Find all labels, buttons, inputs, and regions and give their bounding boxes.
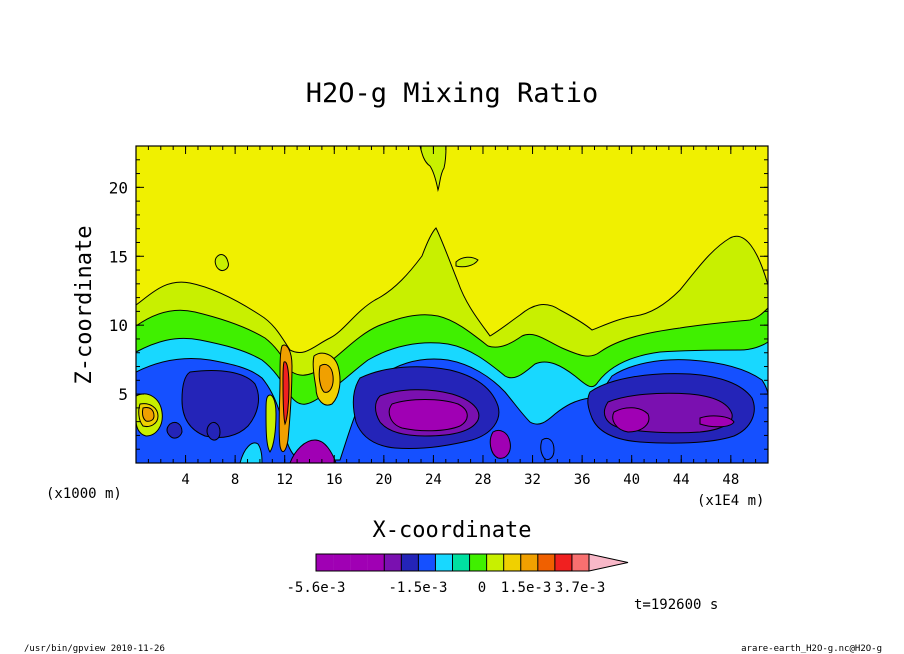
y-tick-label: 15 [109, 247, 128, 266]
colorbar-bin [435, 554, 453, 571]
colorbar-extend-arrow [588, 553, 629, 572]
x-tick-label: 48 [722, 472, 739, 488]
colorbar-bin [401, 554, 419, 571]
footer-left: /usr/bin/gpview 2010-11-26 [24, 644, 165, 654]
x-tick-label: 28 [475, 472, 492, 488]
x-tick-label: 32 [524, 472, 541, 488]
colorbar-tick-label: 3.7e-3 [555, 580, 606, 596]
colorbar-bin [486, 554, 504, 571]
contour-surface-band [289, 439, 337, 463]
plot-frame [135, 145, 769, 464]
contour-band-purple [388, 399, 735, 459]
x-tick-label: 8 [231, 472, 239, 488]
chart-title: H2O-g Mixing Ratio [306, 78, 599, 109]
colorbar-bin [316, 554, 334, 571]
x-tick-label: 36 [574, 472, 591, 488]
colorbar-bin [418, 554, 436, 571]
contour-plume-mid-inner [318, 363, 334, 393]
colorbar-tick-label: 0 [478, 580, 486, 596]
colorbar-tick-label: -1.5e-3 [388, 580, 447, 596]
x-tick-label: 12 [276, 472, 293, 488]
colorbar-bin [554, 554, 573, 571]
x-tick-label: 44 [673, 472, 690, 488]
x-axis-label: X-coordinate [373, 518, 532, 543]
y-tick-label: 20 [109, 178, 128, 197]
contour-upper-patch-2 [455, 256, 479, 268]
contour-top-patch [419, 146, 447, 192]
colorbar-bin [469, 554, 487, 571]
contour-lower-patch-2 [166, 421, 183, 439]
x-unit-right: (x1E4 m) [697, 493, 764, 509]
footer-right: arare-earth_H2O-g.nc@H2O-g [741, 644, 882, 654]
contour-core-left-center [141, 407, 155, 422]
colorbar-bin [520, 554, 539, 571]
contour-plume-narrow-2 [265, 394, 277, 453]
x-tick-label: 24 [425, 472, 442, 488]
contour-lower-patch-1 [206, 421, 221, 441]
y-tick-label: 10 [109, 316, 128, 335]
colorbar-bin [571, 554, 590, 571]
colorbar-bin [503, 554, 521, 571]
x-tick-label: 16 [326, 472, 343, 488]
x-tick-label: 40 [623, 472, 640, 488]
colorbar-tick-label: 1.5e-3 [501, 580, 552, 596]
time-label: t=192600 s [634, 597, 718, 613]
x-axis: 4 8 12 16 20 24 28 32 36 40 44 48 [147, 146, 757, 488]
contour-plume-narrow-inner [282, 361, 290, 426]
colorbar-bin [350, 554, 368, 571]
colorbar-bin [367, 554, 385, 571]
contour-surface-band-2 [239, 442, 263, 463]
y-tick-label: 5 [118, 385, 128, 404]
y-axis-label: Z-coordinate [72, 226, 97, 385]
y-axis: 5 10 15 20 [109, 159, 768, 450]
colorbar-bin [384, 554, 402, 571]
colorbar-bin [537, 554, 556, 571]
colorbar: -5.6e-3 -1.5e-3 0 1.5e-3 3.7e-3 [286, 553, 629, 596]
colorbar-bin [452, 554, 470, 571]
colorbar-tick-label: -5.6e-3 [286, 580, 345, 596]
plot-area [136, 146, 768, 463]
x-unit-left: (x1000 m) [46, 486, 122, 502]
colorbar-bin [333, 554, 351, 571]
contour-upper-patch-1 [214, 254, 229, 271]
contour-lower-patch-3 [540, 437, 555, 461]
x-tick-label: 4 [181, 472, 189, 488]
x-tick-label: 20 [375, 472, 392, 488]
